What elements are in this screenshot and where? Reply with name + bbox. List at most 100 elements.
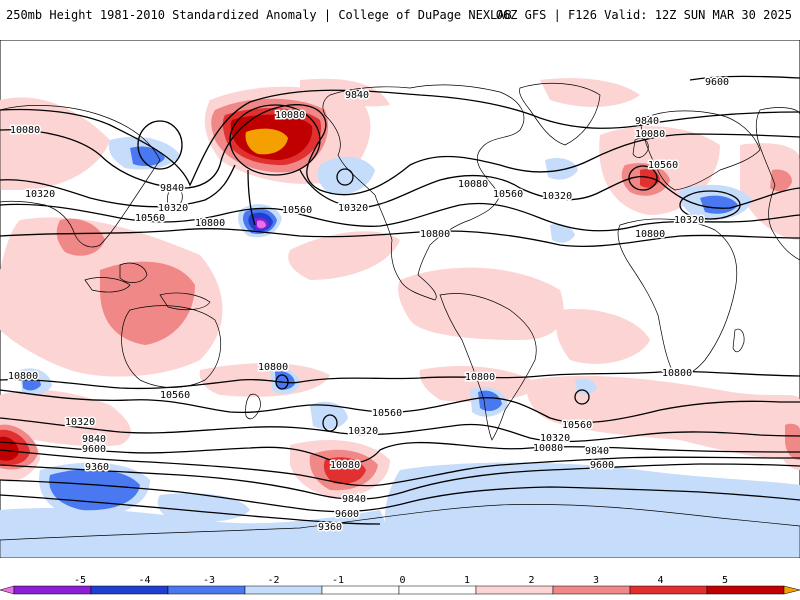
- colorbar-swatches: [0, 585, 800, 595]
- anomaly-neg-1: [545, 158, 578, 180]
- contour-label: 10560: [493, 189, 523, 200]
- contour-9360-south: [0, 479, 800, 513]
- colorbar-swatch: [244, 585, 323, 595]
- contour-label: 10320: [674, 215, 704, 226]
- anomaly-neg-5: [257, 220, 266, 229]
- colorbar-tick-label: 4: [657, 575, 663, 586]
- contour-closed-low-south-atlantic: [574, 389, 590, 405]
- coastline-borneo: [119, 262, 148, 283]
- map-title: 250mb Height 1981-2010 Standardized Anom…: [6, 8, 512, 22]
- anomaly-pos-1: [419, 365, 540, 402]
- colorbar-tick-label: 2: [528, 575, 534, 586]
- contour-label: 10800: [258, 362, 288, 373]
- contour-10320-south: [0, 417, 800, 443]
- colorbar-swatch: [90, 585, 169, 595]
- coastline-new-guinea: [159, 292, 211, 311]
- contour-label: 9360: [318, 522, 342, 533]
- contour-9840-south: [0, 449, 800, 487]
- colorbar-swatch: [475, 585, 554, 595]
- coastline-europe: [639, 110, 761, 191]
- anomaly-pos-1: [0, 97, 110, 190]
- coastline-antarctica: [0, 504, 800, 558]
- anomaly-pos-1: [556, 309, 650, 364]
- contour-label: 10800: [195, 218, 225, 229]
- anomaly-map: 9840 9600 10080 10080 9840 10080 10320 9…: [0, 40, 800, 558]
- contour-closed-low-atlantic: [679, 190, 741, 220]
- contour-label: 10800: [465, 372, 495, 383]
- anomaly-pos-2: [770, 169, 792, 192]
- contour-9840-north: [0, 89, 800, 187]
- contour-label: 9840: [342, 494, 366, 505]
- colorbar-swatch: [552, 585, 631, 595]
- contour-label: 9360: [85, 462, 109, 473]
- contour-label: 10080: [533, 443, 563, 454]
- contour-label: 10320: [338, 203, 368, 214]
- contour-9360-lower: [0, 494, 381, 525]
- contour-closed-low-ne-pacific: [336, 168, 354, 186]
- anomaly-pos-1: [0, 389, 131, 447]
- contour-label: 10080: [635, 129, 665, 140]
- coastline-new-zealand: [245, 393, 261, 420]
- contour-closed-ridge-europe: [628, 165, 658, 191]
- colorbar-arrow-right: [783, 585, 800, 595]
- map-header: 250mb Height 1981-2010 Standardized Anom…: [0, 0, 800, 34]
- anomaly-pos-2: [785, 423, 800, 460]
- contour-closed-ridge-pacific: [229, 104, 321, 176]
- contour-closed-low-pacific: [137, 120, 183, 170]
- contour-label: 10560: [135, 213, 165, 224]
- contour-label: 10320: [542, 191, 572, 202]
- anomaly-pos-1: [300, 78, 390, 107]
- contour-10080: [0, 104, 800, 196]
- contour-label: 10560: [160, 390, 190, 401]
- coastline-greenland: [519, 82, 601, 146]
- contour-10320: [0, 164, 800, 209]
- colorbar-swatch: [13, 585, 92, 595]
- colorbar-swatch: [321, 585, 400, 595]
- contour-label: 9840: [345, 90, 369, 101]
- colorbar-tick-label: -5: [74, 575, 86, 586]
- negative-anomaly-shading: [257, 220, 266, 229]
- contour-10560-south: [0, 389, 800, 424]
- anomaly-neg-2: [22, 374, 41, 391]
- contour-label: 9840: [160, 183, 184, 194]
- contour-label: 9600: [82, 444, 106, 455]
- colorbar-tick-label: 5: [722, 575, 728, 586]
- anomaly-neg-1: [550, 224, 575, 243]
- contour-label-group: 9840 9600 10080 10080 9840 10080 10320 9…: [7, 76, 731, 535]
- anomaly-pos-1: [540, 78, 640, 107]
- anomaly-pos-1: [288, 231, 400, 280]
- anomaly-colorbar: -5 -4 -3 -2 -1 0 1 2 3 4 5: [0, 575, 800, 595]
- anomaly-pos-1: [398, 267, 564, 340]
- anomaly-pos-1: [527, 375, 800, 460]
- contour-label: 10320: [540, 433, 570, 444]
- anomaly-pos-5: [245, 128, 288, 155]
- contour-label: 10080: [458, 179, 488, 190]
- contour-label: 10800: [635, 229, 665, 240]
- contour-label: 10560: [372, 408, 402, 419]
- contour-label: 9840: [585, 446, 609, 457]
- contour-label: 9840: [82, 434, 106, 445]
- colorbar-tick-label: -2: [267, 575, 279, 586]
- colorbar-swatch: [629, 585, 708, 595]
- anomaly-neg-2: [700, 195, 738, 214]
- anomaly-pos-2: [100, 261, 195, 345]
- contour-label: 10080: [275, 110, 305, 121]
- colorbar-tick-label: 3: [593, 575, 599, 586]
- contour-closed-low-south-pacific-2: [322, 414, 338, 432]
- anomaly-pos-1: [740, 143, 800, 240]
- coastline-japan: [167, 187, 183, 212]
- coastline-africa: [617, 218, 738, 376]
- anomaly-neg-1: [385, 462, 800, 558]
- anomaly-neg-2: [478, 390, 502, 412]
- contour-label: 9600: [335, 509, 359, 520]
- contour-label: 10560: [562, 420, 592, 431]
- anomaly-neg-1: [317, 156, 375, 195]
- colorbar-swatch: [167, 585, 246, 595]
- colorbar-tick-label: -3: [203, 575, 215, 586]
- colorbar-tick-label: -1: [332, 575, 344, 586]
- contour-10800-south: [0, 370, 800, 390]
- colorbar-ticks: -5 -4 -3 -2 -1 0 1 2 3 4 5: [74, 575, 728, 586]
- contour-10080-south: [0, 441, 800, 465]
- contour-trough-pacific: [247, 169, 256, 226]
- colorbar-swatch: [398, 585, 477, 595]
